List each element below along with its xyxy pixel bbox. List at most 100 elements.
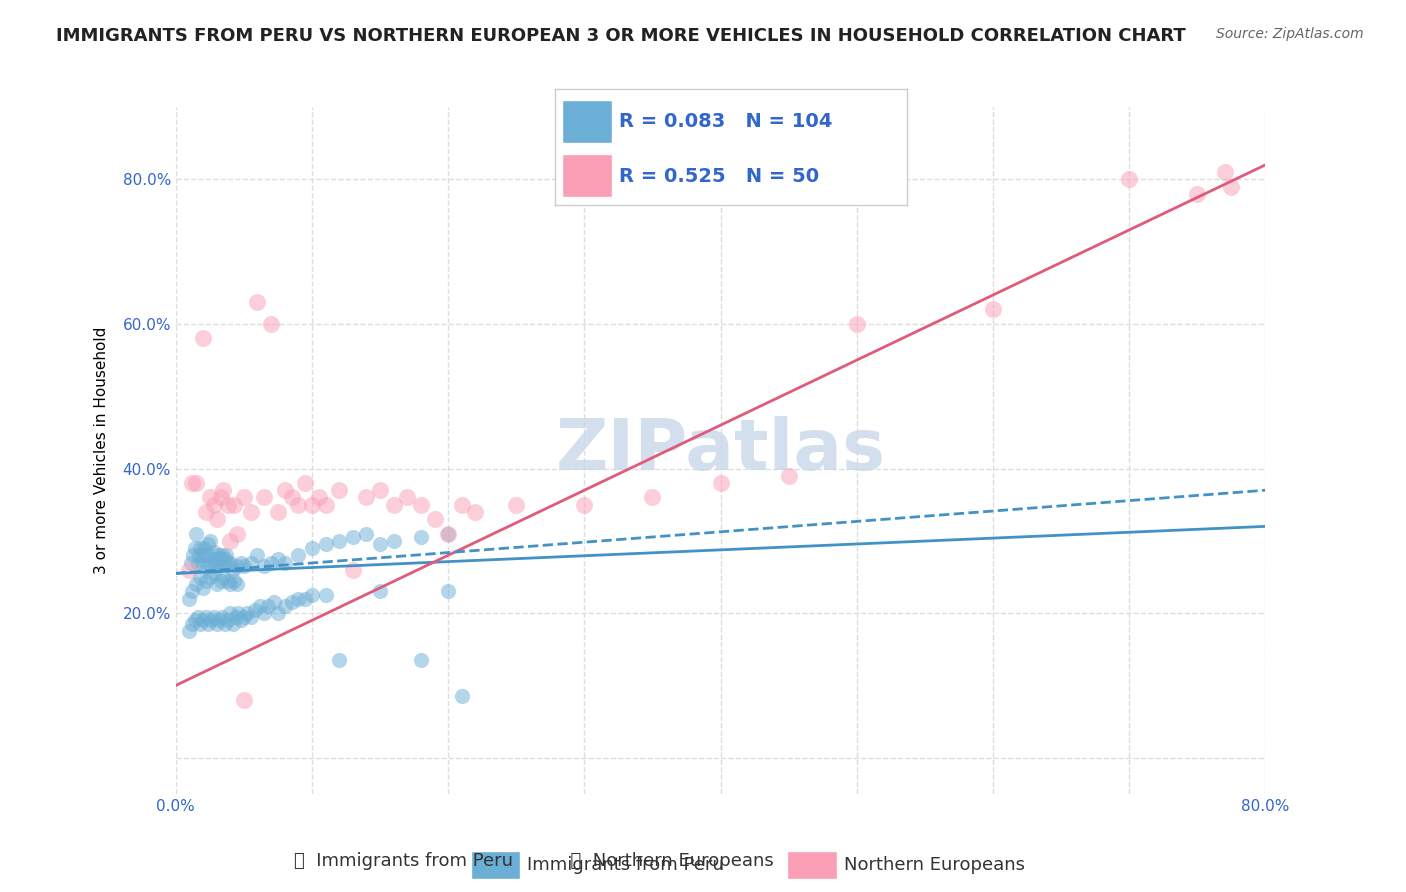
Point <box>209 552 232 566</box>
Point <box>219 577 242 591</box>
Point <box>194 505 217 519</box>
Point <box>217 498 239 512</box>
Point <box>186 577 208 591</box>
Point <box>190 556 212 570</box>
Point <box>226 577 249 591</box>
Point <box>217 613 239 627</box>
Point <box>267 505 290 519</box>
Point <box>274 599 297 613</box>
Point <box>181 584 204 599</box>
Point <box>202 566 225 581</box>
Point <box>197 617 219 632</box>
Point <box>198 570 221 584</box>
Text: R = 0.083   N = 104: R = 0.083 N = 104 <box>619 112 832 131</box>
Point <box>181 475 204 490</box>
Point <box>191 549 214 563</box>
Point <box>235 606 257 620</box>
Text: R = 0.525   N = 50: R = 0.525 N = 50 <box>619 167 818 186</box>
Point <box>180 556 202 570</box>
Point <box>225 609 247 624</box>
Point <box>215 549 238 563</box>
Point <box>267 606 290 620</box>
FancyBboxPatch shape <box>787 851 837 880</box>
Point <box>191 331 214 345</box>
Point <box>186 526 208 541</box>
Point <box>1213 165 1236 179</box>
Point <box>211 549 233 563</box>
Point <box>274 556 297 570</box>
Point <box>1118 172 1140 186</box>
Point <box>205 552 228 566</box>
Point <box>186 475 208 490</box>
Point <box>574 498 596 512</box>
Point <box>232 491 254 505</box>
Point <box>179 591 201 606</box>
Point <box>198 533 221 548</box>
Point <box>274 483 297 498</box>
Point <box>301 498 323 512</box>
Point <box>437 526 460 541</box>
Point <box>382 498 405 512</box>
Point <box>231 556 253 570</box>
Point <box>205 617 228 632</box>
Point <box>301 541 323 555</box>
Point <box>263 595 285 609</box>
Point <box>243 602 266 616</box>
Point <box>246 549 269 563</box>
Text: Northern Europeans: Northern Europeans <box>844 856 1025 874</box>
Point <box>260 556 283 570</box>
Point <box>328 533 350 548</box>
Point <box>239 505 262 519</box>
Point <box>214 552 236 566</box>
Point <box>219 556 242 570</box>
Point <box>409 653 432 667</box>
Point <box>226 526 249 541</box>
Point <box>188 570 211 584</box>
Point <box>188 541 211 555</box>
Point <box>226 559 249 574</box>
Point <box>315 498 337 512</box>
Point <box>315 537 337 551</box>
FancyBboxPatch shape <box>562 154 612 197</box>
Point <box>219 533 242 548</box>
FancyBboxPatch shape <box>471 851 520 880</box>
Point <box>198 491 221 505</box>
Y-axis label: 3 or more Vehicles in Household: 3 or more Vehicles in Household <box>94 326 108 574</box>
Point <box>315 588 337 602</box>
Point <box>217 574 239 588</box>
Point <box>257 599 280 613</box>
Point <box>208 613 231 627</box>
Point <box>246 295 269 310</box>
Point <box>1220 179 1243 194</box>
Text: IMMIGRANTS FROM PERU VS NORTHERN EUROPEAN 3 OR MORE VEHICLES IN HOUSEHOLD CORREL: IMMIGRANTS FROM PERU VS NORTHERN EUROPEA… <box>56 27 1187 45</box>
Point <box>382 533 405 548</box>
Point <box>201 552 224 566</box>
Point <box>328 653 350 667</box>
Point <box>204 559 226 574</box>
Point <box>195 549 218 563</box>
Point <box>450 690 472 704</box>
Point <box>981 302 1004 317</box>
Point <box>368 537 391 551</box>
Point <box>396 491 419 505</box>
Point <box>209 574 232 588</box>
Point <box>194 609 217 624</box>
Point <box>342 530 364 544</box>
Point <box>179 624 201 639</box>
Point <box>356 526 378 541</box>
Point <box>224 574 246 588</box>
Point <box>188 617 211 632</box>
FancyBboxPatch shape <box>562 100 612 143</box>
Point <box>437 584 460 599</box>
Text: ZIPatlas: ZIPatlas <box>555 416 886 485</box>
Point <box>212 570 235 584</box>
Point <box>183 549 205 563</box>
Text: Source: ZipAtlas.com: Source: ZipAtlas.com <box>1216 27 1364 41</box>
Point <box>202 544 225 558</box>
Point <box>186 609 209 624</box>
Point <box>202 609 225 624</box>
Point <box>194 574 217 588</box>
Point <box>187 549 209 563</box>
Point <box>368 483 391 498</box>
Point <box>200 559 222 574</box>
